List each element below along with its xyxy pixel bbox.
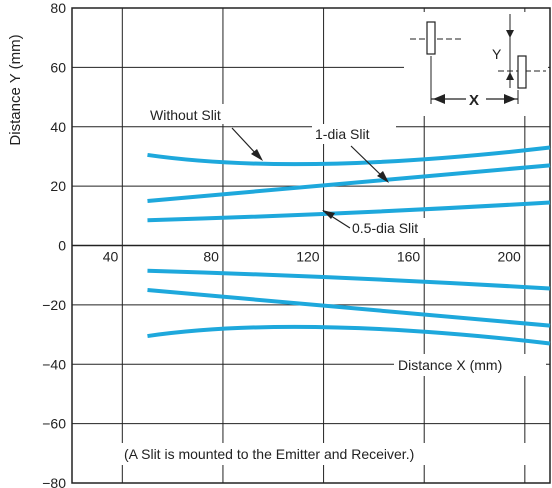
y-tick-label: 0 xyxy=(58,238,66,254)
series-line-0-5-dia-slit-5 xyxy=(147,268,551,291)
leader-1dia-slit xyxy=(350,145,385,179)
plot-frame xyxy=(71,7,551,484)
inset-y-label: Y xyxy=(492,46,502,62)
y-arrow-up xyxy=(506,72,514,80)
x-tick-label: 80 xyxy=(203,249,219,265)
x-tick-label-bg xyxy=(90,248,119,266)
emitter-icon xyxy=(426,21,436,55)
x-arrow-left xyxy=(433,94,445,104)
x-tick-label: 160 xyxy=(397,249,421,265)
y-axis-label: Distance Y (mm) xyxy=(7,34,24,145)
y-tick-label: 40 xyxy=(50,119,66,135)
annotation-bg-1dia xyxy=(312,124,396,144)
series-line-without-slit-0 xyxy=(147,145,551,167)
y-tick-label: 60 xyxy=(50,59,66,75)
x-tick-label-bg xyxy=(492,248,521,266)
series-line-1-dia-slit-2 xyxy=(147,163,551,203)
inset-diagram: Y X xyxy=(404,12,548,116)
inset-x-label-bg xyxy=(466,91,486,107)
x-axis-label: Distance X (mm) xyxy=(398,357,502,373)
leader-without-slit xyxy=(231,127,259,157)
series-lines xyxy=(147,145,551,346)
x-tick-labels: 40 80 120 160 200 xyxy=(90,248,521,266)
leader-arrow-1dia-slit xyxy=(377,171,389,183)
x-tick-label: 200 xyxy=(497,249,521,265)
y-tick-label: −80 xyxy=(42,475,66,488)
x-axis-label-bg xyxy=(394,354,546,376)
y-tick-label: −60 xyxy=(42,416,66,432)
y-tick-label: 20 xyxy=(50,178,66,194)
annotation-05dia-slit: 0.5-dia Slit xyxy=(352,220,418,236)
series-line-without-slit-1 xyxy=(147,324,551,346)
x-tick-label: 40 xyxy=(103,249,119,265)
receiver-icon xyxy=(517,55,527,89)
annotation-without-slit: Without Slit xyxy=(150,107,221,123)
leader-arrow-without-slit xyxy=(251,149,263,161)
series-line-1-dia-slit-3 xyxy=(147,288,551,328)
x-tick-label-bg xyxy=(291,248,320,266)
y-arrow-down xyxy=(506,30,514,38)
y-tick-label: −20 xyxy=(42,297,66,313)
series-line-0-5-dia-slit-4 xyxy=(147,200,551,223)
y-tick-label: −40 xyxy=(42,356,66,372)
grid-lines xyxy=(72,8,550,483)
footnote-bg xyxy=(118,443,542,465)
y-tick-labels: 80 60 40 20 0 −20 −40 −60 −80 xyxy=(42,0,66,488)
annotation-bg-without-slit xyxy=(144,104,256,124)
x-tick-label-bg xyxy=(190,248,219,266)
y-tick-label: 80 xyxy=(50,0,66,16)
annotations: Without Slit 1-dia Slit 0.5-dia Slit xyxy=(144,104,444,238)
x-tick-label-bg xyxy=(392,248,421,266)
annotation-bg-05dia xyxy=(348,218,444,238)
plot-area xyxy=(71,7,551,484)
inset-x-label: X xyxy=(469,92,479,109)
annotation-1dia-slit: 1-dia Slit xyxy=(315,126,370,142)
leader-arrow-05dia-slit xyxy=(322,210,335,219)
x-arrow-right xyxy=(504,94,516,104)
x-tick-label: 120 xyxy=(296,249,320,265)
footnote: (A Slit is mounted to the Emitter and Re… xyxy=(124,446,414,462)
